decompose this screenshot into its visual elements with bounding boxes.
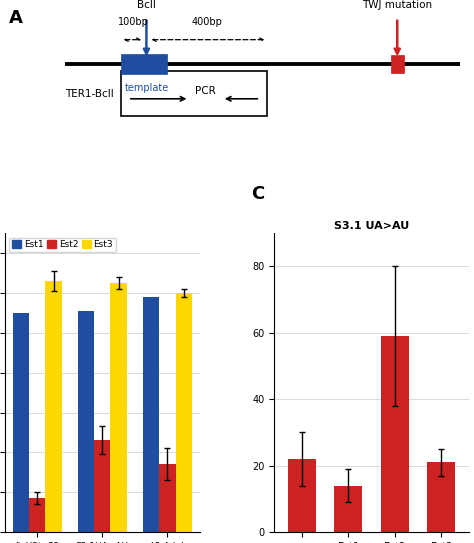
Text: TER1-BcII: TER1-BcII: [65, 89, 114, 99]
Bar: [13, 313, 29, 532]
Bar: [428, 463, 456, 532]
Bar: [78, 311, 94, 532]
Text: BcII: BcII: [137, 1, 156, 10]
Legend: Est1, Est2, Est3: Est1, Est2, Est3: [9, 238, 116, 252]
Bar: [288, 459, 316, 532]
Bar: [94, 440, 110, 532]
Bar: [391, 55, 404, 73]
Bar: [335, 485, 363, 532]
Text: TWJ mutation: TWJ mutation: [362, 1, 432, 10]
Title: S3.1 UA>AU: S3.1 UA>AU: [334, 221, 409, 231]
Text: template: template: [124, 83, 169, 93]
Bar: [175, 293, 192, 532]
Bar: [143, 297, 159, 532]
Bar: [46, 281, 62, 532]
Text: 100bp: 100bp: [118, 17, 149, 27]
Bar: [121, 72, 267, 116]
Text: PCR: PCR: [195, 86, 216, 96]
Text: A: A: [9, 9, 23, 27]
Bar: [110, 283, 127, 532]
Bar: [381, 336, 409, 532]
Text: 400bp: 400bp: [191, 17, 222, 27]
Bar: [121, 54, 167, 74]
Text: C: C: [251, 185, 264, 203]
Bar: [29, 498, 46, 532]
Bar: [159, 464, 175, 532]
